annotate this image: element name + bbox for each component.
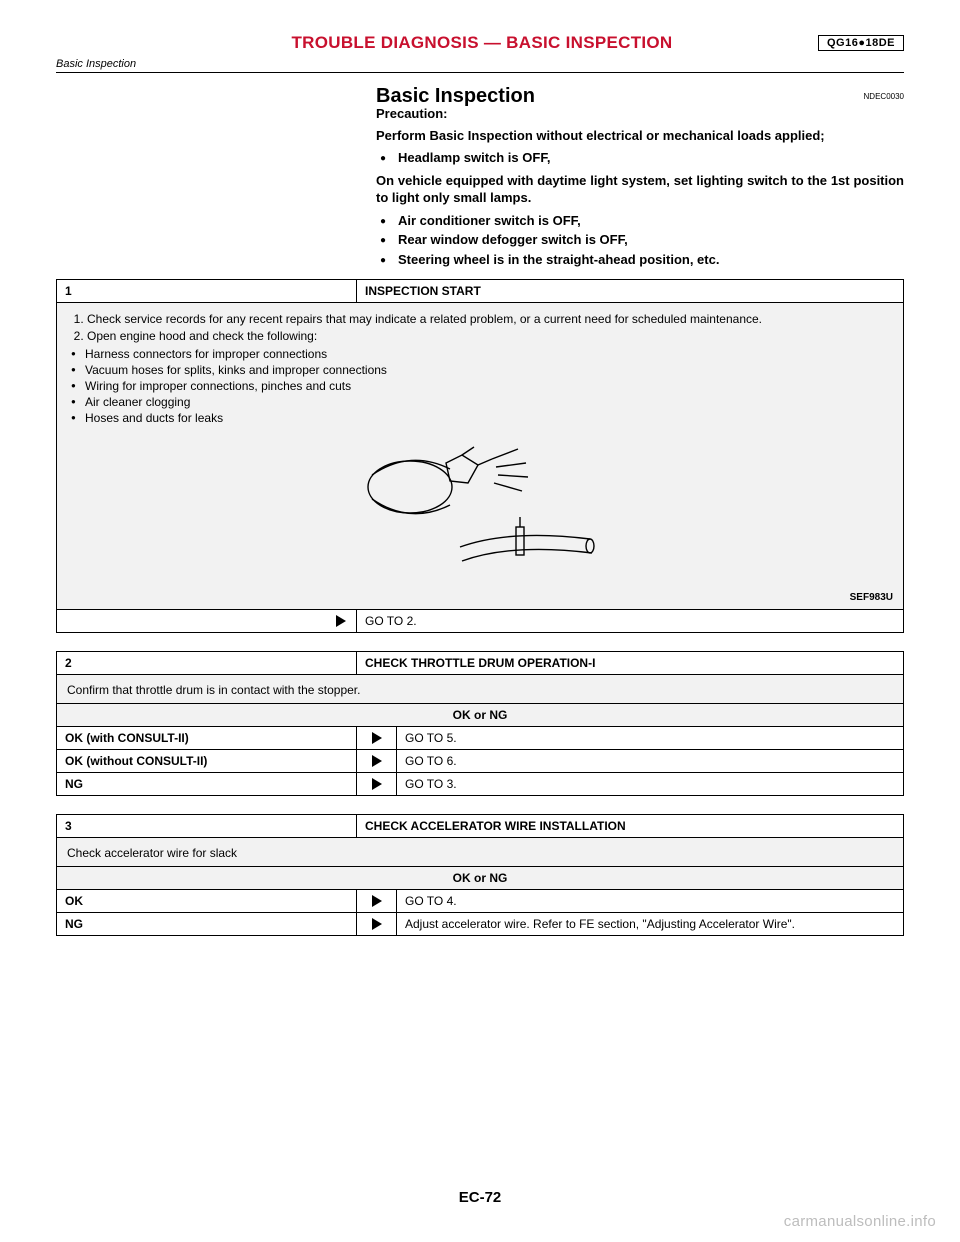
step1-b4: Air cleaner clogging <box>71 394 893 410</box>
step3-body-text: Check accelerator wire for slack <box>67 846 893 860</box>
header-rule <box>56 72 904 73</box>
step1-b2: Vacuum hoses for splits, kinks and impro… <box>71 362 893 378</box>
step-number: 3 <box>57 814 357 837</box>
table-row: GO TO 2. <box>57 609 904 632</box>
arrow-cell <box>357 912 397 935</box>
diagram <box>67 437 893 590</box>
bullet-headlamp: Headlamp switch is OFF, <box>376 148 904 168</box>
okng-label: OK or NG <box>57 703 904 726</box>
step1-b5: Hoses and ducts for leaks <box>71 410 893 426</box>
arrow-icon <box>336 615 346 627</box>
okng-label: OK or NG <box>57 866 904 889</box>
table-row: OK (without CONSULT-II) GO TO 6. <box>57 749 904 772</box>
step-title: INSPECTION START <box>357 280 904 303</box>
step-2-table: 2 CHECK THROTTLE DRUM OPERATION-I Confir… <box>56 651 904 796</box>
goto-cell: GO TO 5. <box>397 726 904 749</box>
arrow-icon <box>372 732 382 744</box>
table-row: 2 CHECK THROTTLE DRUM OPERATION-I <box>57 651 904 674</box>
bullet-steer: Steering wheel is in the straight-ahead … <box>376 250 904 270</box>
arrow-icon <box>372 755 382 767</box>
table-row: OK or NG <box>57 866 904 889</box>
arrow-cell <box>357 772 397 795</box>
table-row: OK GO TO 4. <box>57 889 904 912</box>
hose-diagram-icon <box>350 437 610 587</box>
arrow-cell <box>357 726 397 749</box>
goto-cell: GO TO 6. <box>397 749 904 772</box>
table-row: 3 CHECK ACCELERATOR WIRE INSTALLATION <box>57 814 904 837</box>
doc-section-title: TROUBLE DIAGNOSIS — BASIC INSPECTION <box>146 33 818 53</box>
table-row: 1 INSPECTION START <box>57 280 904 303</box>
step-title: CHECK THROTTLE DRUM OPERATION-I <box>357 651 904 674</box>
goto-cell: Adjust accelerator wire. Refer to FE sec… <box>397 912 904 935</box>
result-label: OK <box>57 889 357 912</box>
result-label: NG <box>57 772 357 795</box>
bullet-ac: Air conditioner switch is OFF, <box>376 211 904 231</box>
engine-badge: QG16●18DE <box>818 35 904 51</box>
table-row: OK (with CONSULT-II) GO TO 5. <box>57 726 904 749</box>
precaution-list-2: Air conditioner switch is OFF, Rear wind… <box>376 211 904 270</box>
diagram-code: SEF983U <box>67 592 893 603</box>
result-label: NG <box>57 912 357 935</box>
header-row: TROUBLE DIAGNOSIS — BASIC INSPECTION QG1… <box>56 32 904 54</box>
arrow-cell <box>57 609 357 632</box>
step1-item2: Open engine hood and check the following… <box>87 328 893 344</box>
arrow-cell <box>357 749 397 772</box>
table-row: Check service records for any recent rep… <box>57 303 904 609</box>
breadcrumb: Basic Inspection <box>56 58 904 70</box>
arrow-icon <box>372 918 382 930</box>
page-number: EC-72 <box>0 1189 960 1206</box>
step-number: 2 <box>57 651 357 674</box>
table-row: NG GO TO 3. <box>57 772 904 795</box>
table-row: Confirm that throttle drum is in contact… <box>57 674 904 703</box>
step-body: Check service records for any recent rep… <box>57 303 904 609</box>
step1-item1: Check service records for any recent rep… <box>87 311 893 327</box>
step1-ul: Harness connectors for improper connecti… <box>67 346 893 427</box>
step2-body-text: Confirm that throttle drum is in contact… <box>67 683 893 697</box>
precaution-list-1: Headlamp switch is OFF, <box>376 148 904 168</box>
arrow-cell <box>357 889 397 912</box>
watermark: carmanualsonline.info <box>784 1213 936 1230</box>
step1-b3: Wiring for improper connections, pinches… <box>71 378 893 394</box>
step1-ol: Check service records for any recent rep… <box>67 311 893 344</box>
table-row: Check accelerator wire for slack <box>57 837 904 866</box>
goto-cell: GO TO 4. <box>397 889 904 912</box>
arrow-icon <box>372 778 382 790</box>
arrow-icon <box>372 895 382 907</box>
result-label: OK (without CONSULT-II) <box>57 749 357 772</box>
step-body: Check accelerator wire for slack <box>57 837 904 866</box>
step-body: Confirm that throttle drum is in contact… <box>57 674 904 703</box>
result-label: OK (with CONSULT-II) <box>57 726 357 749</box>
precaution-text: Perform Basic Inspection without electri… <box>376 127 904 145</box>
daytime-note: On vehicle equipped with daytime light s… <box>376 172 904 207</box>
step1-b1: Harness connectors for improper connecti… <box>71 346 893 362</box>
intro-block: Basic Inspection NDEC0030 Precaution: Pe… <box>376 85 904 269</box>
table-row: NG Adjust accelerator wire. Refer to FE … <box>57 912 904 935</box>
page: TROUBLE DIAGNOSIS — BASIC INSPECTION QG1… <box>0 0 960 1242</box>
bullet-defog: Rear window defogger switch is OFF, <box>376 230 904 250</box>
step-title: CHECK ACCELERATOR WIRE INSTALLATION <box>357 814 904 837</box>
goto-cell: GO TO 3. <box>397 772 904 795</box>
table-row: OK or NG <box>57 703 904 726</box>
step-3-table: 3 CHECK ACCELERATOR WIRE INSTALLATION Ch… <box>56 814 904 936</box>
step-number: 1 <box>57 280 357 303</box>
goto-cell: GO TO 2. <box>357 609 904 632</box>
step-1-table: 1 INSPECTION START Check service records… <box>56 279 904 632</box>
